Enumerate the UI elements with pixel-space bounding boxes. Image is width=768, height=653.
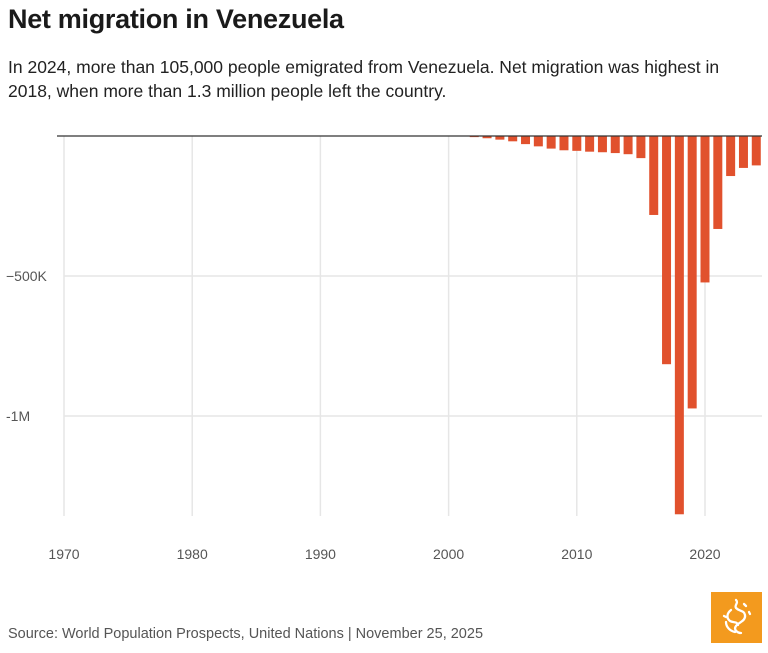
bar-2009 [559, 136, 569, 151]
bar-2014 [623, 136, 633, 155]
x-tick-label: 2000 [433, 546, 464, 562]
x-tick-label: 1970 [48, 546, 79, 562]
al-jazeera-logo [711, 592, 762, 643]
bar-2020 [700, 136, 710, 283]
x-tick-label: 2010 [561, 546, 592, 562]
bar-2019 [687, 136, 697, 409]
chart-title: Net migration in Venezuela [8, 4, 344, 34]
bar-2007 [533, 136, 543, 147]
bar-2016 [649, 136, 659, 215]
chart-subtitle: In 2024, more than 105,000 people emigra… [8, 57, 720, 101]
y-tick-label: −500K [6, 268, 48, 284]
bar-chart: 1970 1980 1990 2000 2010 2020 −500K -1M [6, 135, 762, 562]
bar-2022 [726, 136, 736, 177]
bar-2005 [508, 136, 518, 142]
bar-2010 [572, 136, 582, 151]
bar-2012 [597, 136, 607, 153]
bar-2004 [495, 136, 505, 140]
bar-2017 [662, 136, 672, 365]
y-tick-label: -1M [6, 408, 30, 424]
bar-2003 [482, 136, 492, 139]
x-tick-label: 1980 [177, 546, 208, 562]
bar-2018 [674, 136, 684, 515]
bar-2023 [738, 136, 748, 168]
source-note: Source: World Population Prospects, Unit… [8, 626, 484, 642]
x-tick-label: 2020 [689, 546, 720, 562]
bar-2006 [521, 136, 531, 145]
x-tick-label: 1990 [305, 546, 336, 562]
bar-2013 [610, 136, 620, 154]
bar-2008 [546, 136, 556, 149]
bar-2015 [636, 136, 646, 159]
bar-2024 [751, 136, 761, 166]
bar-2021 [713, 136, 723, 229]
logo-calligraphy-icon [722, 598, 752, 635]
bar-2011 [585, 136, 595, 152]
